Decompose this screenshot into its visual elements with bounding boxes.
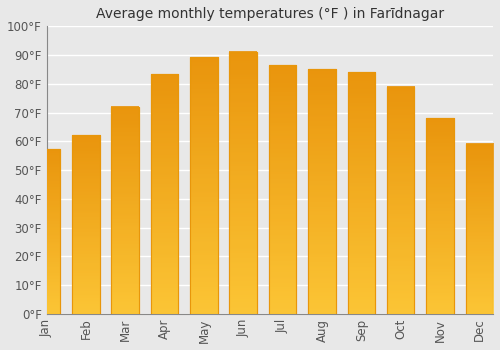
Bar	[112, 107, 139, 314]
Bar	[72, 135, 100, 314]
Bar	[387, 87, 414, 314]
Bar	[308, 69, 336, 314]
Bar	[33, 149, 60, 314]
Bar	[269, 65, 296, 314]
Bar	[387, 87, 414, 314]
Bar	[230, 51, 257, 314]
Bar	[269, 65, 296, 314]
Bar	[33, 149, 60, 314]
Bar	[466, 144, 493, 314]
Bar	[151, 74, 178, 314]
Bar	[308, 69, 336, 314]
Title: Average monthly temperatures (°F ) in Farīdnagar: Average monthly temperatures (°F ) in Fa…	[96, 7, 444, 21]
Bar	[112, 107, 139, 314]
Bar	[348, 72, 375, 314]
Bar	[151, 74, 178, 314]
Bar	[466, 144, 493, 314]
Bar	[348, 72, 375, 314]
Bar	[190, 57, 218, 314]
Bar	[230, 51, 257, 314]
Bar	[426, 118, 454, 314]
Bar	[426, 118, 454, 314]
Bar	[190, 57, 218, 314]
Bar	[72, 135, 100, 314]
